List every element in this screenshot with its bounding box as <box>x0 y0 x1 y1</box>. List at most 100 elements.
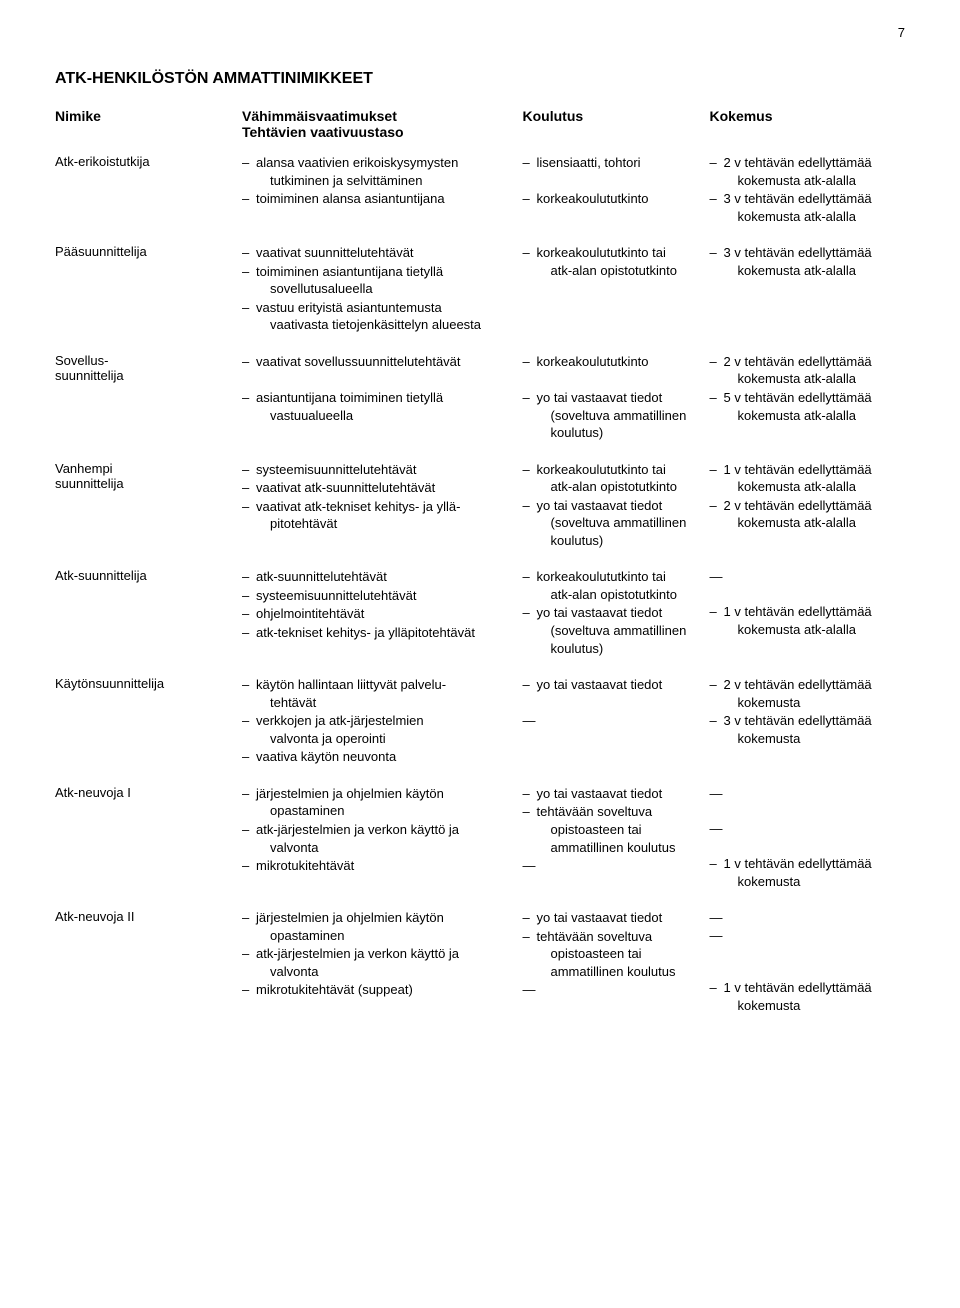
list-item: 1 v tehtävän edellyttämääkokemusta <box>710 979 906 1014</box>
list-item: yo tai vastaavat tiedot(soveltuva ammati… <box>523 389 702 442</box>
list: vaativat suunnittelutehtävättoimiminen a… <box>242 244 515 334</box>
list-item-sub: kokemusta atk-alalla <box>724 621 906 639</box>
list-item-sub: kokemusta <box>724 694 906 712</box>
nimike: Käytönsuunnittelija <box>55 676 242 767</box>
list-item-sub: kokemusta atk-alalla <box>724 172 906 190</box>
col-vaatimukset: vaativat suunnittelutehtävättoimiminen a… <box>242 244 523 335</box>
list-item: 2 v tehtävän edellyttämääkokemusta atk-a… <box>710 353 906 388</box>
list-item: mikrotukitehtävät <box>242 857 515 875</box>
dash-line <box>523 981 702 999</box>
list: käytön hallintaan liittyvät palvelu-teht… <box>242 676 515 766</box>
list-item-sub: opistoasteen tai ammatillinen koulutus <box>537 821 702 856</box>
list-item: 2 v tehtävän edellyttämääkokemusta <box>710 676 906 711</box>
list-item: korkeakoulututkinto <box>523 353 702 371</box>
list-item: atk-järjestelmien ja verkon käyttö javal… <box>242 945 515 980</box>
dash-line <box>523 712 702 730</box>
list: 3 v tehtävän edellyttämääkokemusta atk-a… <box>710 244 906 279</box>
list-item: atk-suunnittelutehtävät <box>242 568 515 586</box>
list: vaativat sovellussuunnittelutehtävät asi… <box>242 353 515 424</box>
list: järjestelmien ja ohjelmien käytönopastam… <box>242 909 515 999</box>
table-row: Sovellus-suunnittelijavaativat sovelluss… <box>55 353 905 443</box>
list-item-sub: opastaminen <box>256 802 515 820</box>
col-kokemus: 1 v tehtävän edellyttämääkokemusta atk-a… <box>710 568 906 658</box>
list-item: verkkojen ja atk-järjestelmienvalvonta j… <box>242 712 515 747</box>
col-koulutus: korkeakoulututkinto taiatk-alan opistotu… <box>523 244 710 335</box>
list-item: järjestelmien ja ohjelmien käytönopastam… <box>242 909 515 944</box>
dash-line <box>710 568 906 586</box>
table-row: Atk-suunnittelijaatk-suunnittelutehtävät… <box>55 568 905 658</box>
list-item: tehtävään soveltuvaopistoasteen tai amma… <box>523 928 702 981</box>
col-koulutus: korkeakoulututkinto taiatk-alan opistotu… <box>523 568 710 658</box>
table-header: Nimike Vähimmäisvaatimukset Tehtävien va… <box>55 108 905 140</box>
table-row: Pääsuunnittelijavaativat suunnitteluteht… <box>55 244 905 335</box>
col-kokemus: 3 v tehtävän edellyttämääkokemusta atk-a… <box>710 244 906 335</box>
list-item: korkeakoulututkinto taiatk-alan opistotu… <box>523 244 702 279</box>
list: 2 v tehtävän edellyttämääkokemusta atk-a… <box>710 154 906 225</box>
nimike: Atk-neuvoja II <box>55 909 242 1015</box>
table-row: Vanhempisuunnittelijasysteemisuunnittelu… <box>55 461 905 551</box>
list-item-sub: opastaminen <box>256 927 515 945</box>
nimike: Atk-erikoistutkija <box>55 154 242 226</box>
list: 1 v tehtävän edellyttämääkokemusta atk-a… <box>710 461 906 532</box>
table-row: Atk-erikoistutkijaalansa vaativien eriko… <box>55 154 905 226</box>
list-item: korkeakoulututkinto <box>523 190 702 208</box>
rows-container: Atk-erikoistutkijaalansa vaativien eriko… <box>55 154 905 1015</box>
list-item-sub: sovellutusalueella <box>256 280 515 298</box>
col-kokemus: 2 v tehtävän edellyttämääkokemusta atk-a… <box>710 154 906 226</box>
list-item: käytön hallintaan liittyvät palvelu-teht… <box>242 676 515 711</box>
list-item-sub: vaativasta tietojenkäsittelyn alueesta <box>256 316 515 334</box>
col-vaatimukset: vaativat sovellussuunnittelutehtävät asi… <box>242 353 523 443</box>
list-item: korkeakoulututkinto taiatk-alan opistotu… <box>523 568 702 603</box>
header-col2-line1: Vähimmäisvaatimukset <box>242 108 397 124</box>
list-item-sub: atk-alan opistotutkinto <box>537 262 702 280</box>
list-item: atk-tekniset kehitys- ja ylläpitotehtävä… <box>242 624 515 642</box>
list-item-sub: (soveltuva ammatillinen koulutus) <box>537 407 702 442</box>
blank-line <box>710 586 906 604</box>
list-item-sub: valvonta <box>256 839 515 857</box>
header-col2-line2: Tehtävien vaativuustaso <box>242 124 404 140</box>
col-vaatimukset: alansa vaativien erikoiskysymystentutkim… <box>242 154 523 226</box>
list-item: yo tai vastaavat tiedot(soveltuva ammati… <box>523 497 702 550</box>
list-item: systeemisuunnittelutehtävät <box>242 587 515 605</box>
blank-line <box>710 802 906 820</box>
col-koulutus: korkeakoulututkinto taiatk-alan opistotu… <box>523 461 710 551</box>
list-item: toimiminen asiantuntijana tietylläsovell… <box>242 263 515 298</box>
list-item-sub: kokemusta atk-alalla <box>724 478 906 496</box>
list-item-sub: kokemusta atk-alalla <box>724 262 906 280</box>
list-item-sub: kokemusta atk-alalla <box>724 208 906 226</box>
list: atk-suunnittelutehtävätsysteemisuunnitte… <box>242 568 515 641</box>
col-koulutus: lisensiaatti, tohtori korkeakoulututkint… <box>523 154 710 226</box>
list-item-sub: kokemusta atk-alalla <box>724 407 906 425</box>
list-item: 2 v tehtävän edellyttämääkokemusta atk-a… <box>710 497 906 532</box>
list-item: vastuu erityistä asiantuntemustavaativas… <box>242 299 515 334</box>
list-item: vaativat atk-tekniset kehitys- ja yllä-p… <box>242 498 515 533</box>
table-row: Atk-neuvoja IIjärjestelmien ja ohjelmien… <box>55 909 905 1015</box>
list-item: 3 v tehtävän edellyttämääkokemusta atk-a… <box>710 244 906 279</box>
list: 2 v tehtävän edellyttämääkokemusta atk-a… <box>710 353 906 424</box>
list-item: yo tai vastaavat tiedot(soveltuva ammati… <box>523 604 702 657</box>
list-item: vaativat sovellussuunnittelutehtävät <box>242 353 515 371</box>
dash-line <box>710 927 906 945</box>
col-koulutus: korkeakoulututkinto yo tai vastaavat tie… <box>523 353 710 443</box>
list-item-sub: kokemusta atk-alalla <box>724 370 906 388</box>
list-item: ohjelmointitehtävät <box>242 605 515 623</box>
list-item: vaativa käytön neuvonta <box>242 748 515 766</box>
list-item-sub: kokemusta <box>724 730 906 748</box>
list: alansa vaativien erikoiskysymystentutkim… <box>242 154 515 208</box>
blank-line <box>523 371 702 389</box>
list-item-sub: tutkiminen ja selvittäminen <box>256 172 515 190</box>
list: yo tai vastaavat tiedottehtävään soveltu… <box>523 785 702 875</box>
list-item: 5 v tehtävän edellyttämääkokemusta atk-a… <box>710 389 906 424</box>
list-item: toimiminen alansa asiantuntijana <box>242 190 515 208</box>
list-item: yo tai vastaavat tiedot <box>523 785 702 803</box>
list-item: korkeakoulututkinto taiatk-alan opistotu… <box>523 461 702 496</box>
header-kokemus: Kokemus <box>710 108 906 140</box>
blank-line <box>242 371 515 389</box>
list-item-sub: (soveltuva ammatillinen koulutus) <box>537 514 702 549</box>
nimike: Sovellus-suunnittelija <box>55 353 242 443</box>
list-item: 1 v tehtävän edellyttämääkokemusta atk-a… <box>710 461 906 496</box>
nimike: Pääsuunnittelija <box>55 244 242 335</box>
list: 1 v tehtävän edellyttämääkokemusta <box>710 785 906 890</box>
dash-line <box>710 909 906 927</box>
col-kokemus: 2 v tehtävän edellyttämääkokemusta atk-a… <box>710 353 906 443</box>
